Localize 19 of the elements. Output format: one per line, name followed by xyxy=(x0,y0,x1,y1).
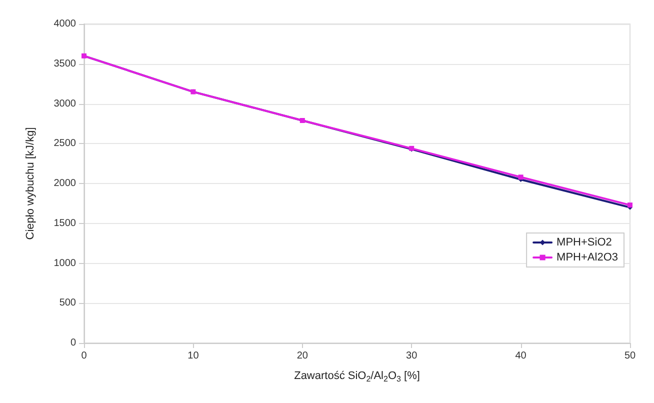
x-tick-label: 30 xyxy=(406,350,418,362)
x-tick-label: 40 xyxy=(515,350,527,362)
y-tick-label: 2000 xyxy=(54,178,76,189)
y-tick-label: 1000 xyxy=(54,258,76,269)
y-tick-label: 0 xyxy=(70,338,76,348)
point xyxy=(518,174,524,180)
y-tick-label: 2500 xyxy=(54,138,76,150)
x-tick-label: 50 xyxy=(624,350,636,362)
y-tick-label: 3000 xyxy=(54,98,76,110)
y-tick-label: 4000 xyxy=(54,18,76,30)
y-tick-label: 3500 xyxy=(54,58,76,70)
x-tick-label: 10 xyxy=(188,350,200,362)
y-tick-label: 1500 xyxy=(54,218,76,229)
legend-label: MPH+SiO2 xyxy=(556,236,612,248)
legend-label: MPH+Al2O3 xyxy=(556,252,618,264)
x-tick-label: 20 xyxy=(296,350,308,362)
y-tick-label: 500 xyxy=(59,298,76,309)
x-tick-label: 0 xyxy=(81,350,88,362)
y-axis-title: Ciepło wybuchu [kJ/kg] xyxy=(24,127,36,240)
